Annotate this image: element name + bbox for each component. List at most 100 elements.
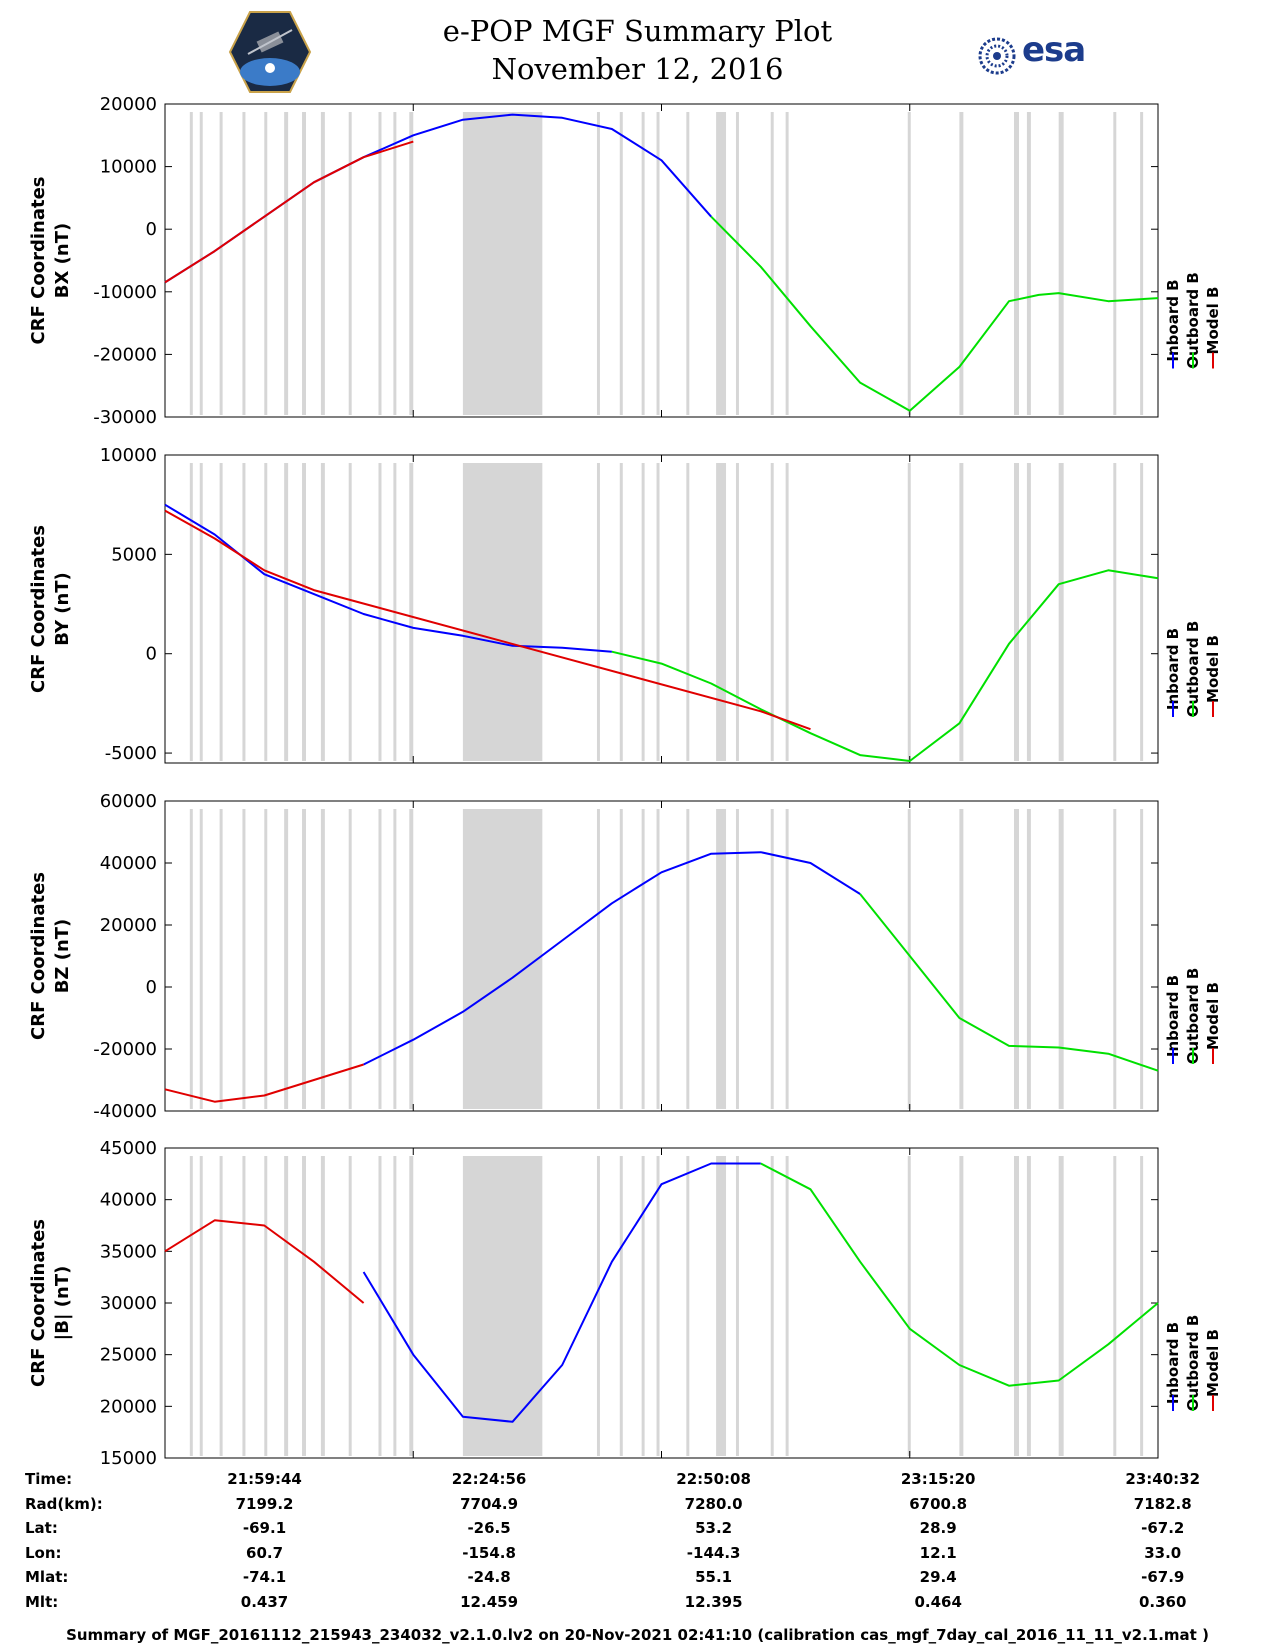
gray-band [219,1156,223,1456]
y-tick-label: 10000 [100,157,157,178]
gray-band [735,112,739,415]
gray-band [785,809,789,1109]
series-model-b [164,509,811,731]
gray-band [770,463,774,761]
legend-label: Outboard B [1184,1315,1202,1412]
info-value: 0.464 [914,1592,962,1611]
gray-band [596,112,600,415]
gray-band [1113,1156,1117,1456]
info-label: Mlat: [25,1568,69,1587]
gray-band [1113,112,1117,415]
gray-band [596,809,600,1109]
gray-band [959,463,964,761]
legend-label: Inboard B [1164,1322,1182,1404]
series-model-b [164,1219,365,1304]
y-tick-label: 10000 [100,445,157,466]
gray-band [1014,809,1019,1109]
gray-band [785,1156,789,1456]
info-row: Time: 21:59:44 22:24:56 22:50:08 23:15:20 23:… [20,1467,1275,1492]
y-tick-label: 20000 [100,915,157,936]
info-label: Lon: [25,1543,62,1562]
gray-band [189,463,193,761]
info-value: -144.3 [686,1543,741,1562]
info-label: Mlt: [25,1592,59,1611]
info-row: Lon: 60.7 -154.8 -144.3 12.1 33.0 [20,1541,1275,1566]
info-value: -69.1 [242,1519,287,1538]
info-value: 7182.8 [1133,1494,1192,1513]
gray-band [716,1156,727,1456]
gray-band [199,809,203,1109]
y-tick-label: -40000 [93,1101,157,1122]
gray-band [462,809,543,1109]
gray-band [189,1156,193,1456]
plot-frame [164,1147,1159,1459]
y-tick-label: 0 [146,977,157,998]
gray-band [686,463,690,761]
gray-band [219,463,223,761]
y-axis-label-line: BZ (nT) [52,919,73,994]
info-label: Lat: [25,1519,58,1538]
legend-label: Inboard B [1164,279,1182,361]
gray-band [199,1156,203,1456]
y-tick-label: 0 [146,644,157,665]
gray-band [284,1156,289,1456]
info-value: 12.395 [684,1592,743,1611]
esa-logo-text: esa [1022,30,1086,70]
gray-band [1058,112,1064,415]
legend-label: Inboard B [1164,975,1182,1057]
gray-band [656,112,660,415]
gray-band [735,809,739,1109]
y-tick-label: 35000 [100,1241,157,1262]
y-tick-label: 30000 [100,1293,157,1314]
gray-band [264,1156,268,1456]
gray-band [1026,112,1031,415]
gray-band [462,112,543,415]
info-value: 7280.0 [684,1494,743,1513]
panel-3: -40000 -20000 0 20000 40000 60000 CRF Coordina… [28,791,1222,1122]
y-tick-label: -20000 [93,344,157,365]
gray-band [785,112,789,415]
y-axis-label-line: BY (nT) [52,572,73,646]
gray-band [716,463,727,761]
y-axis-label-line: CRF Coordinates [28,525,49,693]
gray-band [619,112,623,415]
legend-label: Outboard B [1184,621,1202,718]
gray-band [242,1156,246,1456]
gray-band [348,463,352,761]
gray-band [284,463,289,761]
y-axis-label: CRF Coordinates |B| (nT) [28,1219,73,1387]
y-tick-label: 0 [146,219,157,240]
gray-band [1026,809,1031,1109]
gray-band [770,1156,774,1456]
gray-band [302,463,307,761]
series-outboard-b [760,1162,1159,1387]
gray-band [686,112,690,415]
legend-label: Model B [1204,982,1222,1050]
y-tick-label: -20000 [93,1039,157,1060]
info-value: 55.1 [695,1568,733,1587]
series-model-b [164,140,414,284]
gray-band [641,463,645,761]
info-value: 7199.2 [235,1494,294,1513]
y-tick-label: 60000 [100,791,157,812]
gray-band [619,463,623,761]
gray-band [378,112,382,415]
gray-band [656,1156,660,1456]
gray-band [393,809,397,1109]
info-value: 12.459 [460,1592,519,1611]
chart-date: November 12, 2016 [491,52,784,86]
y-axis-label: CRF Coordinates BZ (nT) [28,872,73,1040]
series-outboard-b [611,569,1159,762]
plot-frame [164,800,1159,1112]
gray-band [284,809,289,1109]
info-value: -24.8 [467,1568,511,1587]
gray-band [619,809,623,1109]
series-inboard-b [164,113,712,284]
gray-band [264,463,268,761]
legend-label: Outboard B [1184,968,1202,1065]
info-row: Mlt: 0.437 12.459 12.395 0.464 0.360 [20,1590,1275,1615]
gray-band [716,809,727,1109]
gray-band [348,1156,352,1456]
y-tick-label: 25000 [100,1345,157,1366]
